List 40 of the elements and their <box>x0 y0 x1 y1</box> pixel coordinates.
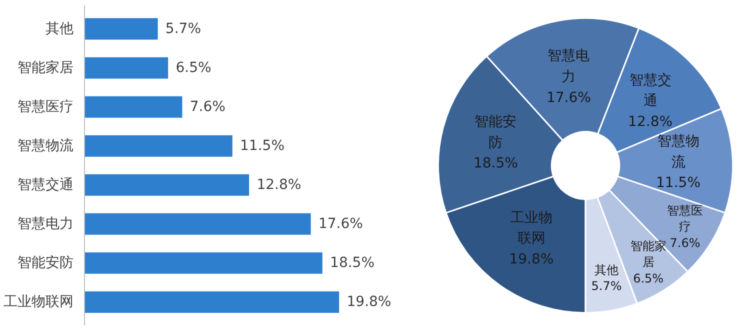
data-label: 5.7% <box>165 20 202 37</box>
data-label: 6.5% <box>176 60 212 76</box>
data-label: 19.8% <box>346 294 392 310</box>
y-tick-label: 智能家居 <box>18 60 74 76</box>
data-label: 12.8% <box>628 114 673 130</box>
slice-label: 智慧物流 <box>657 134 700 170</box>
y-tick-label: 智慧电力 <box>18 216 74 232</box>
data-label: 18.5% <box>330 255 375 272</box>
y-tick-label: 智慧交通 <box>18 177 74 194</box>
data-label: 17.6% <box>318 216 363 232</box>
data-label: 19.8% <box>509 251 554 268</box>
data-label: 18.5% <box>473 156 518 172</box>
bar <box>84 57 168 79</box>
bar <box>84 213 311 235</box>
bar <box>84 18 158 40</box>
bar <box>84 135 232 157</box>
slice-label: 智慧电力 <box>548 48 590 85</box>
y-tick-label: 智慧物流 <box>18 138 74 154</box>
bar <box>84 96 182 118</box>
data-label: 7.6% <box>670 236 700 250</box>
y-tick-label: 智能安防 <box>18 255 74 272</box>
bar <box>84 252 322 274</box>
y-tick-label: 工业物联网 <box>4 294 74 310</box>
y-tick-label: 其他 <box>46 20 74 37</box>
slice-label: 智慧交通 <box>629 72 672 110</box>
data-label: 6.5% <box>633 271 664 286</box>
data-label: 7.6% <box>190 98 226 115</box>
slice-label: 智能安防 <box>474 114 517 151</box>
data-label: 11.5% <box>240 138 285 154</box>
slice-label: 其他 <box>594 262 618 277</box>
y-tick-label: 智慧医疗 <box>18 98 74 115</box>
data-label: 12.8% <box>256 177 302 194</box>
bar <box>84 174 250 196</box>
slice-label: 工业物联网 <box>510 210 552 247</box>
bar <box>84 291 340 313</box>
data-label: 5.7% <box>591 279 622 294</box>
data-label: 17.6% <box>546 90 591 106</box>
data-label: 11.5% <box>656 175 701 192</box>
slice-label: 智慧医疗 <box>667 204 704 234</box>
slice-label: 智能家居 <box>630 239 666 270</box>
